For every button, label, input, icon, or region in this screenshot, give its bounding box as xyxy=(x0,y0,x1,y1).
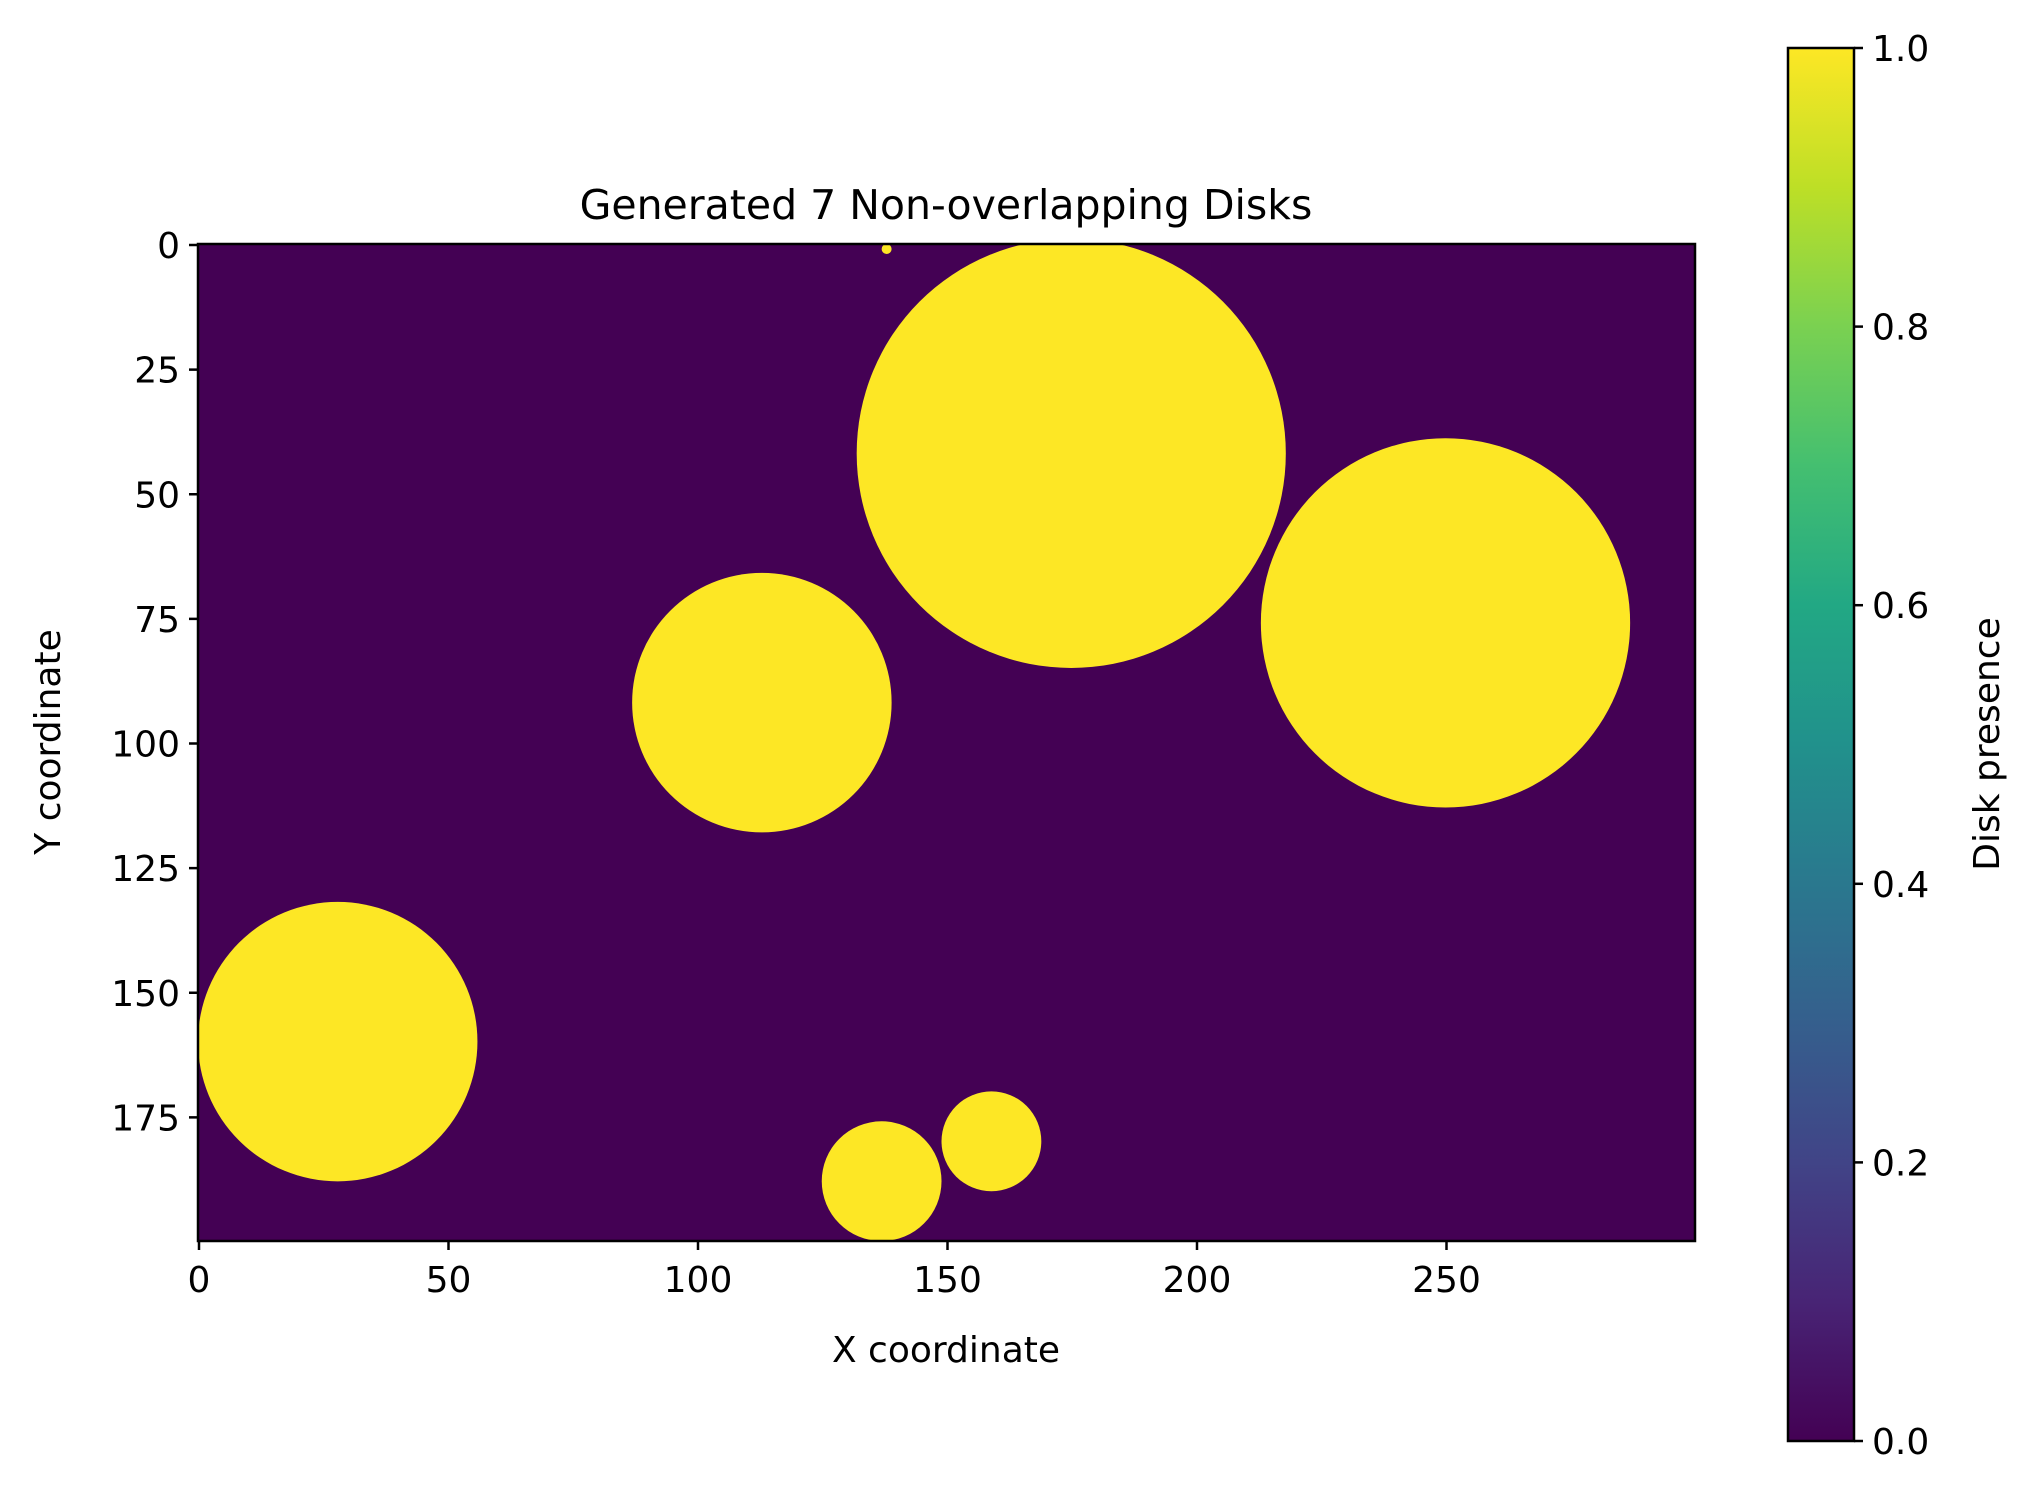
colorbar-tick-label: 1.0 xyxy=(1872,29,1929,70)
y-tick-label: 125 xyxy=(111,849,180,890)
y-axis-ticks: 0 25 50 75 100 125 150 175 xyxy=(111,226,198,1139)
y-tick-label: 150 xyxy=(111,974,180,1015)
colorbar-tick-label: 0.8 xyxy=(1872,308,1929,349)
x-tick-label: 250 xyxy=(1412,1260,1481,1301)
colorbar-tick-label: 0.0 xyxy=(1872,1422,1929,1463)
x-axis-label: X coordinate xyxy=(832,1330,1060,1371)
disk-2 xyxy=(1260,438,1631,808)
colorbar-label: Disk presence xyxy=(1967,617,2008,870)
colorbar-tick-label: 0.4 xyxy=(1872,865,1929,906)
colorbar-tick-label: 0.2 xyxy=(1872,1143,1929,1184)
x-tick-label: 0 xyxy=(188,1260,211,1301)
y-tick-label: 25 xyxy=(134,351,180,392)
colorbar-ticks: 0.0 0.2 0.4 0.6 0.8 1.0 xyxy=(1854,29,1929,1463)
disk-1 xyxy=(856,244,1286,668)
x-tick-label: 200 xyxy=(1163,1260,1232,1301)
x-tick-label: 50 xyxy=(426,1260,472,1301)
x-tick-label: 100 xyxy=(664,1260,733,1301)
disks-layer xyxy=(198,244,1631,1241)
disk-5 xyxy=(941,1091,1042,1192)
y-tick-label: 75 xyxy=(134,600,180,641)
plot-area xyxy=(198,244,1695,1241)
colorbar-tick-label: 0.6 xyxy=(1872,586,1929,627)
y-tick-label: 0 xyxy=(157,226,180,267)
disk-7 xyxy=(881,244,892,254)
y-tick-label: 50 xyxy=(134,475,180,516)
y-tick-label: 175 xyxy=(111,1098,180,1139)
disk-4 xyxy=(198,901,478,1182)
disk-3 xyxy=(632,572,892,833)
x-axis-ticks: 0 50 100 150 200 250 xyxy=(188,1241,1481,1301)
x-tick-label: 150 xyxy=(913,1260,982,1301)
colorbar xyxy=(1786,46,1856,1443)
disk-6 xyxy=(821,1121,942,1241)
y-axis-label: Y coordinate xyxy=(28,629,69,855)
y-tick-label: 100 xyxy=(111,725,180,766)
chart-title: Generated 7 Non-overlapping Disks xyxy=(580,181,1313,229)
